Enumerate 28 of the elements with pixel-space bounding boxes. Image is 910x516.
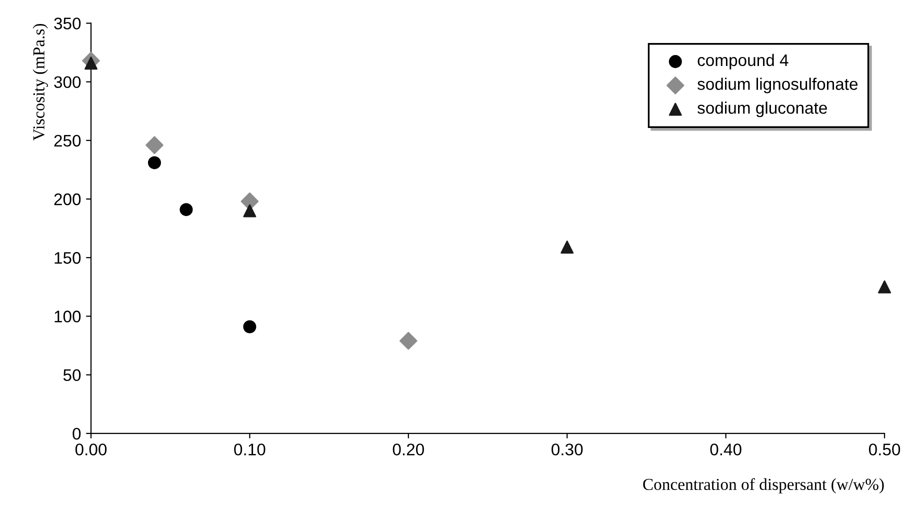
- x-tick-label: 0.00: [75, 444, 107, 456]
- y-tick-label: 250: [54, 134, 81, 147]
- legend-label: compound 4: [698, 54, 788, 70]
- y-tick-label: 50: [63, 369, 81, 382]
- legend-label: sodium lignosulfonate: [698, 78, 858, 94]
- x-tick-label: 0.50: [868, 444, 900, 456]
- x-tick-label: 0.10: [234, 444, 266, 456]
- point: [146, 136, 164, 154]
- legend-label: sodium gluconate: [698, 102, 827, 118]
- point: [878, 280, 892, 294]
- y-tick-label: 300: [54, 76, 81, 88]
- y-tick-label: 150: [54, 252, 81, 264]
- point: [243, 204, 256, 218]
- point: [243, 320, 256, 334]
- x-tick-label: 0.30: [552, 444, 583, 456]
- y-axis-title: Viscosity (mPa.s): [32, 24, 48, 141]
- point: [560, 240, 574, 254]
- x-tick-label: 0.20: [392, 444, 424, 456]
- point: [148, 156, 161, 170]
- point: [180, 203, 193, 216]
- y-tick-label: 200: [54, 193, 81, 206]
- x-tick-label: 0.40: [710, 444, 742, 456]
- y-tick-label: 0: [72, 428, 81, 440]
- point: [399, 332, 418, 350]
- y-tick-label: 100: [54, 310, 81, 322]
- x-axis-title: Concentration of dispersant (w/w%): [643, 478, 884, 494]
- y-tick-label: 350: [54, 18, 81, 30]
- point: [240, 192, 259, 210]
